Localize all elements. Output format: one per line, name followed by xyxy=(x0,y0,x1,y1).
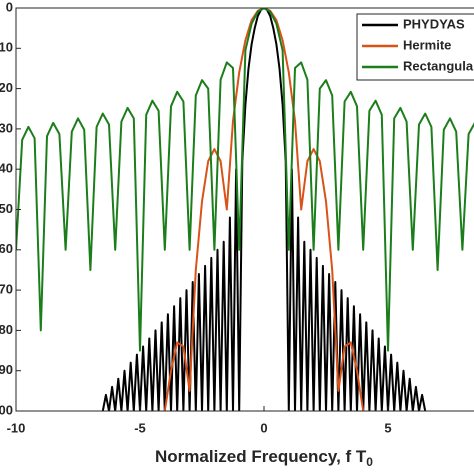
y-tick-label: -70 xyxy=(0,282,13,297)
x-tick-label: -5 xyxy=(134,420,146,435)
y-tick-label: -60 xyxy=(0,241,13,256)
x-tick-label: -10 xyxy=(7,420,26,435)
series-line xyxy=(16,8,474,352)
y-tick-label: -90 xyxy=(0,362,13,377)
y-tick-label: 0 xyxy=(6,0,13,14)
series-line xyxy=(101,8,427,411)
x-axis-label-subscript: 0 xyxy=(366,455,373,469)
legend-label: Rectangular xyxy=(403,58,474,73)
x-axis-label-main: Normalized Frequency, f T xyxy=(155,447,367,466)
plot-area xyxy=(16,8,474,411)
legend: PHYDYAS Hermite Rectangular xyxy=(356,13,474,81)
series-line xyxy=(163,8,365,411)
x-tick-label: 5 xyxy=(384,420,391,435)
y-tick-label: -40 xyxy=(0,161,13,176)
y-tick-label: -80 xyxy=(0,322,13,337)
y-tick-label: -50 xyxy=(0,201,13,216)
y-tick-label: -10 xyxy=(0,40,13,55)
x-tick-label: 0 xyxy=(260,420,267,435)
legend-label: PHYDYAS xyxy=(403,16,465,31)
legend-label: Hermite xyxy=(403,37,451,52)
y-tick-label: -20 xyxy=(0,80,13,95)
y-tick-label: -100 xyxy=(0,402,13,417)
y-tick-label: -30 xyxy=(0,120,13,135)
x-axis-label: Normalized Frequency, f T0 xyxy=(155,447,373,469)
